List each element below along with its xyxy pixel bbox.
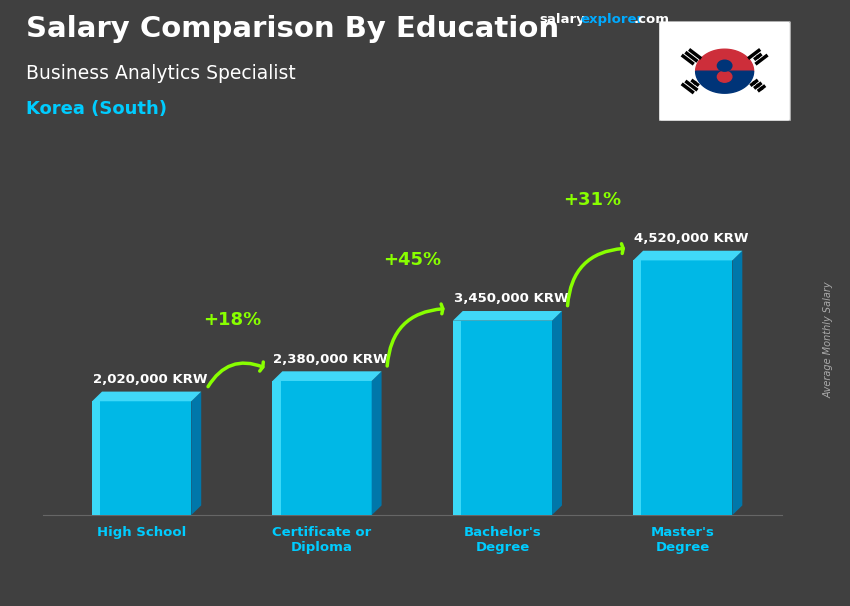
Polygon shape: [92, 401, 100, 515]
Circle shape: [717, 60, 732, 71]
Text: +31%: +31%: [564, 191, 621, 209]
Polygon shape: [371, 371, 382, 515]
Text: .com: .com: [633, 13, 669, 26]
Polygon shape: [191, 391, 201, 515]
Polygon shape: [273, 371, 382, 381]
Polygon shape: [633, 261, 733, 515]
Polygon shape: [633, 251, 742, 261]
Text: +18%: +18%: [203, 311, 261, 330]
Circle shape: [717, 71, 732, 82]
Circle shape: [695, 49, 754, 93]
Polygon shape: [633, 261, 641, 515]
Polygon shape: [453, 321, 552, 515]
Polygon shape: [552, 311, 562, 515]
FancyBboxPatch shape: [659, 21, 790, 121]
Text: Business Analytics Specialist: Business Analytics Specialist: [26, 64, 295, 82]
Polygon shape: [273, 381, 371, 515]
Polygon shape: [92, 391, 201, 401]
Text: 3,450,000 KRW: 3,450,000 KRW: [454, 293, 569, 305]
Polygon shape: [733, 251, 742, 515]
Text: 4,520,000 KRW: 4,520,000 KRW: [634, 232, 749, 245]
Text: 2,020,000 KRW: 2,020,000 KRW: [93, 373, 207, 386]
Text: Korea (South): Korea (South): [26, 100, 167, 118]
Text: 2,380,000 KRW: 2,380,000 KRW: [274, 353, 388, 365]
Polygon shape: [695, 49, 754, 71]
Polygon shape: [92, 401, 191, 515]
Polygon shape: [273, 381, 281, 515]
Text: +45%: +45%: [383, 251, 441, 269]
Text: Average Monthly Salary: Average Monthly Salary: [824, 281, 834, 398]
Polygon shape: [695, 71, 754, 93]
Text: explorer: explorer: [581, 13, 643, 26]
Text: Salary Comparison By Education: Salary Comparison By Education: [26, 15, 558, 43]
Text: salary: salary: [540, 13, 586, 26]
Polygon shape: [453, 311, 562, 321]
Polygon shape: [453, 321, 461, 515]
